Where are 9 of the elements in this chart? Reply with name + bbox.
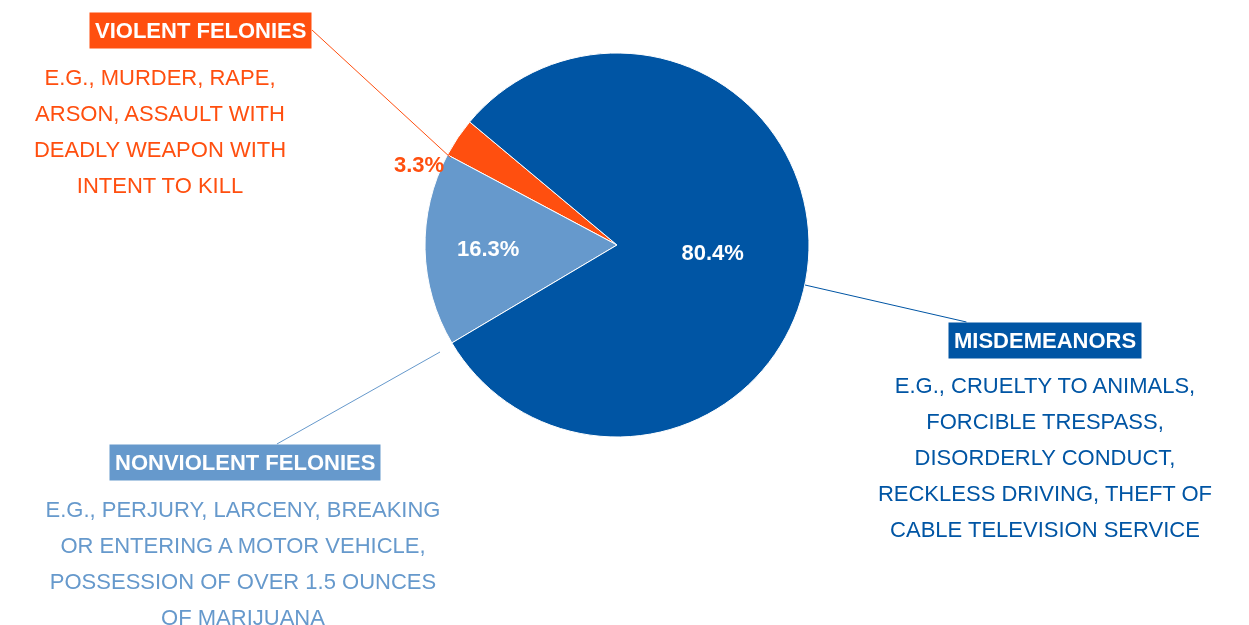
data-label: 80.4% bbox=[681, 240, 744, 266]
data-label: 3.3% bbox=[394, 152, 445, 177]
text: E.G., CRUELTY TO ANIMALS, FORCIBLE TRESPASS, DISORDERLY CONDUCT, RECKLESS DRIVING, THEFT OF CABLE TELEVISION SERVICE bbox=[876, 372, 1214, 544]
text: E.G., MURDER, RAPE, ARSON, ASSAULT WITH DEADLY WEAPON WITH INTENT TO KILL bbox=[32, 64, 288, 200]
slice-label: MISDEMEANORS bbox=[954, 328, 1137, 353]
slice-label: VIOLENT FELONIES bbox=[95, 18, 307, 43]
data-label: 16.3% bbox=[456, 235, 520, 261]
slice-label: NONVIOLENT FELONIES bbox=[115, 450, 376, 475]
text: E.G., PERJURY, LARCENY, BREAKING OR ENTERING A MOTOR VEHICLE, POSSESSION OF OVER 1.5 OUNCES OF MARIJUANA bbox=[44, 496, 442, 625]
